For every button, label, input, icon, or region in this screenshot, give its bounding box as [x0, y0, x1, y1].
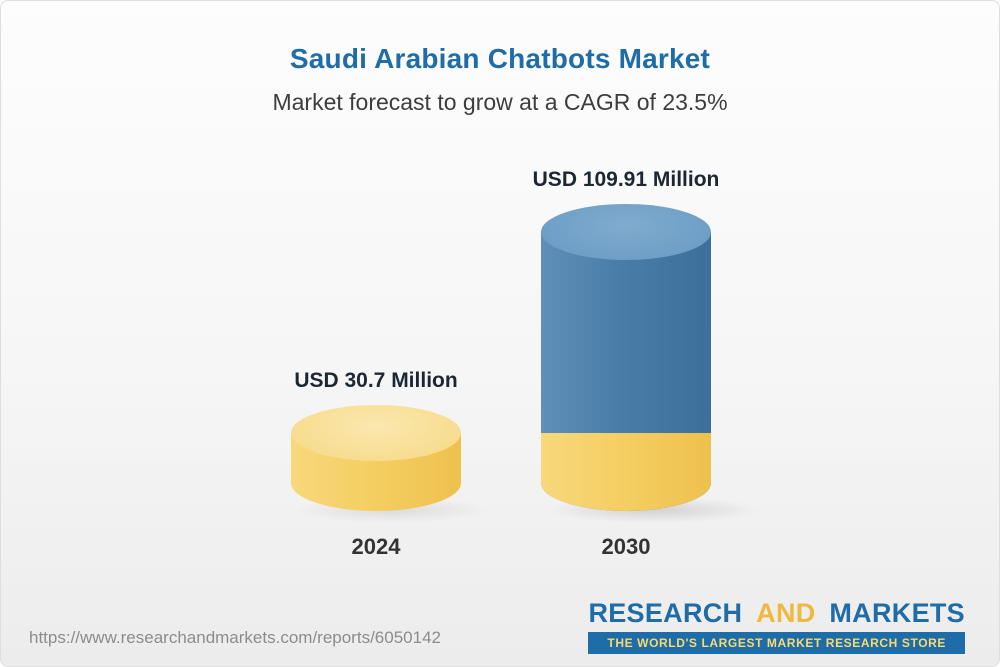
- value-label-2030: USD 109.91 Million: [532, 168, 720, 191]
- bar-2030-base-segment: [541, 433, 711, 511]
- logo-word-and: AND: [756, 598, 816, 628]
- axis-label-2024: 2024: [351, 534, 401, 559]
- bar-2024-top-ellipse: [291, 405, 461, 461]
- bar-2030-top-ellipse: [541, 204, 711, 260]
- bar-group-2030: USD 109.91 Million: [533, 168, 719, 511]
- logo-word-research: RESEARCH: [588, 598, 743, 628]
- axis-label-2030: 2030: [601, 534, 651, 559]
- value-label-2024: USD 30.7 Million: [294, 369, 458, 392]
- bar-2024: [291, 405, 461, 511]
- bar-group-2024: USD 30.7 Million: [291, 369, 461, 511]
- logo-wordmark: RESEARCH AND MARKETS: [588, 598, 965, 629]
- chart-subtitle: Market forecast to grow at a CAGR of 23.…: [272, 89, 728, 115]
- source-url-link[interactable]: https://www.researchandmarkets.com/repor…: [29, 628, 441, 647]
- logo-word-markets: MARKETS: [829, 598, 965, 628]
- bar-2030: [541, 204, 711, 511]
- research-and-markets-logo: RESEARCH AND MARKETS THE WORLD'S LARGEST…: [588, 598, 965, 654]
- chart-title: Saudi Arabian Chatbots Market: [289, 43, 711, 74]
- logo-tagline: THE WORLD'S LARGEST MARKET RESEARCH STOR…: [588, 632, 965, 654]
